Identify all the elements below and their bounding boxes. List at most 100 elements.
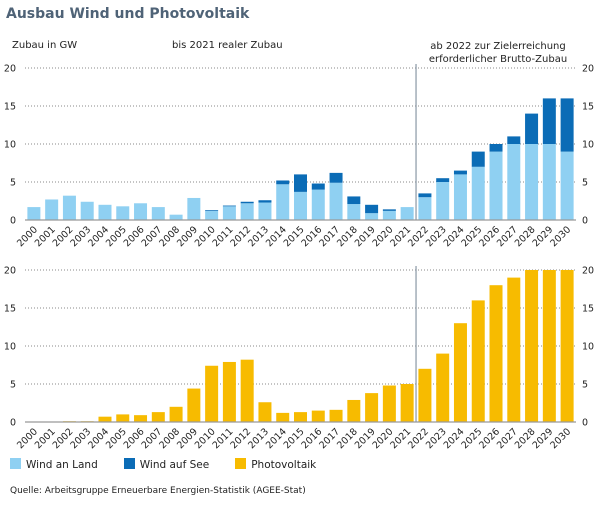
top-bar-wind-an-land-2020 <box>382 210 396 220</box>
y-axis-label: Zubau in GW <box>12 40 78 51</box>
bottom-bar-photovoltaik-2027 <box>507 277 521 422</box>
bottom-bar-photovoltaik-2020 <box>382 385 396 422</box>
top-bar-wind-auf-see-2024 <box>453 170 467 175</box>
top-y-tick-left: 5 <box>10 178 16 189</box>
bottom-bar-photovoltaik-2006 <box>134 415 148 422</box>
top-bar-wind-auf-see-2030 <box>560 98 574 152</box>
top-bar-wind-an-land-2004 <box>98 204 112 220</box>
top-bar-wind-an-land-2003 <box>80 201 94 220</box>
legend-label: Photovoltaik <box>251 459 317 471</box>
top-y-tick-right: 5 <box>582 178 588 189</box>
bottom-y-tick-left: 10 <box>4 342 16 353</box>
bottom-x-tick-label: 2030 <box>548 426 573 451</box>
top-bar-wind-an-land-2015 <box>294 191 307 220</box>
top-y-tick-right: 0 <box>582 216 588 227</box>
top-x-tick-label: 2030 <box>548 224 573 249</box>
bottom-bar-photovoltaik-2024 <box>453 323 467 422</box>
legend-item-wind-land: Wind an Land <box>10 458 98 471</box>
bottom-bar-photovoltaik-2019 <box>365 393 379 422</box>
top-bar-wind-an-land-2016 <box>311 189 325 220</box>
legend-swatch <box>235 458 247 469</box>
top-y-tick-left: 0 <box>10 216 16 227</box>
top-bar-wind-auf-see-2010 <box>205 210 219 211</box>
top-y-tick-left: 20 <box>4 64 16 75</box>
bottom-bar-photovoltaik-2028 <box>525 270 539 422</box>
bottom-bar-photovoltaik-2018 <box>347 399 361 422</box>
bottom-bar-photovoltaik-2012 <box>240 359 254 422</box>
top-y-tick-right: 15 <box>582 102 594 113</box>
bottom-bar-photovoltaik-2016 <box>311 410 325 422</box>
bottom-bar-photovoltaik-2022 <box>418 368 432 422</box>
bottom-bar-photovoltaik-2007 <box>151 412 165 422</box>
top-bar-wind-an-land-2028 <box>525 144 539 220</box>
top-bar-wind-auf-see-2022 <box>418 193 432 198</box>
bottom-y-tick-left: 15 <box>4 304 16 315</box>
bottom-bar-photovoltaik-2030 <box>560 270 574 422</box>
top-bar-wind-an-land-2005 <box>116 206 130 220</box>
top-bar-wind-auf-see-2026 <box>489 144 503 152</box>
top-bar-wind-an-land-2021 <box>400 207 414 220</box>
bottom-bar-photovoltaik-2011 <box>222 361 236 422</box>
bottom-bar-photovoltaik-2014 <box>276 412 290 422</box>
top-bar-wind-an-land-2030 <box>560 151 574 220</box>
legend-label: Wind an Land <box>26 459 98 471</box>
bottom-bar-photovoltaik-2017 <box>329 409 343 422</box>
bottom-bar-photovoltaik-2010 <box>205 365 219 422</box>
top-y-tick-right: 10 <box>582 140 594 151</box>
top-bar-wind-an-land-2019 <box>365 213 379 220</box>
bottom-y-tick-left: 20 <box>4 266 16 277</box>
annotation-target: ab 2022 zur Zielerreichung erforderliche… <box>428 41 568 65</box>
top-bar-wind-auf-see-2017 <box>329 172 343 183</box>
bottom-y-tick-right: 5 <box>582 380 588 391</box>
top-bar-wind-auf-see-2027 <box>507 136 521 144</box>
legend-label: Wind auf See <box>139 459 210 471</box>
top-bar-wind-auf-see-2015 <box>294 174 307 192</box>
top-bar-wind-an-land-2018 <box>347 204 361 220</box>
top-bar-wind-an-land-2014 <box>276 184 290 220</box>
bottom-y-tick-right: 20 <box>582 266 594 277</box>
top-bar-wind-an-land-2009 <box>187 197 201 220</box>
top-bar-wind-auf-see-2023 <box>436 178 450 182</box>
top-y-tick-right: 20 <box>582 64 594 75</box>
top-bar-wind-auf-see-2011 <box>222 205 236 207</box>
chart-title: Ausbau Wind und Photovoltaik <box>6 6 250 22</box>
top-bar-wind-an-land-2022 <box>418 197 432 220</box>
bottom-bar-photovoltaik-2025 <box>471 300 485 422</box>
bottom-bar-photovoltaik-2026 <box>489 285 503 422</box>
legend-item-pv: Photovoltaik <box>235 458 316 471</box>
source-note: Quelle: Arbeitsgruppe Erneuerbare Energi… <box>10 486 306 496</box>
bottom-bar-photovoltaik-2015 <box>294 412 307 422</box>
top-bar-wind-an-land-2027 <box>507 144 521 220</box>
top-bar-wind-an-land-2029 <box>542 144 556 220</box>
annotation-real: bis 2021 realer Zubau <box>172 40 283 51</box>
top-bar-wind-an-land-2006 <box>134 203 148 220</box>
top-bar-wind-an-land-2008 <box>169 214 183 220</box>
bottom-y-tick-right: 10 <box>582 342 594 353</box>
top-bar-wind-an-land-2025 <box>471 166 485 220</box>
top-bar-wind-an-land-2017 <box>329 182 343 220</box>
bottom-bar-photovoltaik-2004 <box>98 416 112 422</box>
top-bar-wind-auf-see-2018 <box>347 196 361 205</box>
bottom-y-tick-left: 0 <box>10 418 16 429</box>
bottom-bar-photovoltaik-2008 <box>169 406 183 422</box>
top-y-tick-left: 10 <box>4 140 16 151</box>
top-bar-wind-an-land-2002 <box>62 195 76 220</box>
top-bar-wind-auf-see-2016 <box>311 183 325 190</box>
bottom-bar-photovoltaik-2029 <box>542 270 556 422</box>
bottom-bar-photovoltaik-2009 <box>187 388 201 422</box>
bottom-bar-photovoltaik-2023 <box>436 353 450 422</box>
top-bar-wind-auf-see-2028 <box>525 113 539 144</box>
top-bar-wind-auf-see-2020 <box>382 209 396 211</box>
bottom-y-tick-left: 5 <box>10 380 16 391</box>
bottom-bar-photovoltaik-2005 <box>116 414 130 422</box>
top-y-tick-left: 15 <box>4 102 16 113</box>
bottom-bar-photovoltaik-2013 <box>258 402 272 422</box>
top-bar-wind-an-land-2026 <box>489 151 503 220</box>
top-bar-wind-an-land-2007 <box>151 207 165 220</box>
top-bar-wind-auf-see-2014 <box>276 180 290 185</box>
top-bar-wind-an-land-2013 <box>258 202 272 220</box>
top-bar-wind-auf-see-2019 <box>365 204 379 214</box>
top-bar-wind-an-land-2000 <box>27 207 41 220</box>
